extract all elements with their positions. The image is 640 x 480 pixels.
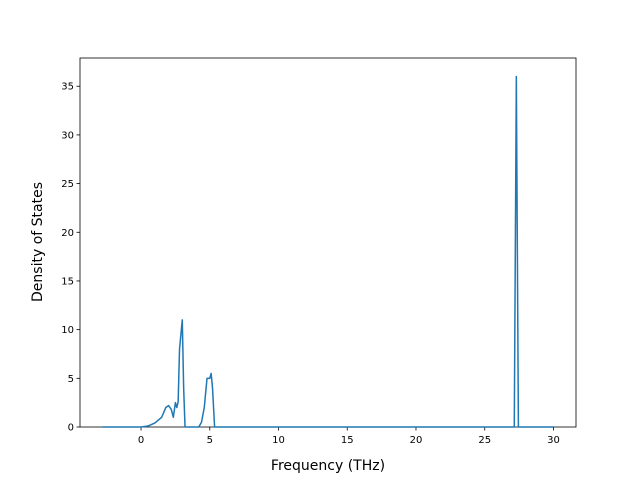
y-tick-label: 0 (68, 423, 74, 434)
x-tick-label: 10 (272, 435, 285, 446)
axes-frame (79, 57, 577, 428)
x-tick-label: 30 (547, 435, 560, 446)
data-line (102, 75, 554, 428)
y-tick-label: 15 (61, 276, 74, 287)
y-tick-label: 30 (61, 130, 74, 141)
x-axis-label: Frequency (THz) (271, 458, 385, 474)
x-tick-label: 15 (341, 435, 354, 446)
y-tick-label: 5 (68, 374, 74, 385)
x-tick-label: 25 (478, 435, 491, 446)
x-tick-label: 20 (410, 435, 423, 446)
y-tick-label: 10 (61, 325, 74, 336)
y-axis-label: Density of States (30, 182, 46, 302)
y-tick-label: 35 (61, 82, 74, 93)
x-tick-label: 5 (207, 435, 213, 446)
x-tick-label: 0 (138, 435, 144, 446)
y-tick-label: 25 (61, 179, 74, 190)
y-tick-label: 20 (61, 228, 74, 239)
